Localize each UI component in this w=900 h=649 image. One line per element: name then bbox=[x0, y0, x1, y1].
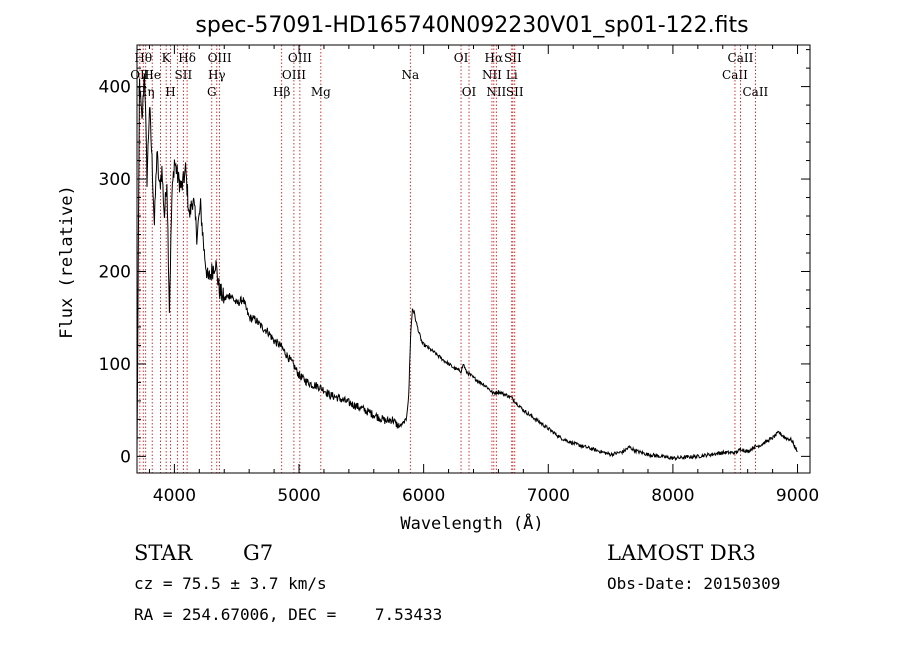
line-label: OI bbox=[454, 51, 469, 65]
x-tick-label: 7000 bbox=[527, 486, 570, 506]
y-tick-label: 300 bbox=[99, 170, 131, 190]
line-label: Hα bbox=[485, 51, 504, 65]
line-label: He bbox=[143, 68, 161, 82]
x-tick-label: 4000 bbox=[153, 486, 196, 506]
line-label: OI bbox=[462, 85, 477, 99]
line-label: OIII bbox=[208, 51, 232, 65]
line-label: SII bbox=[506, 85, 524, 99]
x-tick-label: 5000 bbox=[277, 486, 320, 506]
line-label: NII bbox=[486, 85, 506, 99]
object-class: STAR bbox=[134, 541, 193, 565]
line-label: CaII bbox=[728, 51, 754, 65]
line-label: NII bbox=[482, 68, 502, 82]
line-label: Na bbox=[401, 68, 419, 82]
line-label: Hβ bbox=[273, 85, 290, 99]
spectrum-series bbox=[136, 73, 798, 462]
observation-date: Obs-Date: 20150309 bbox=[607, 574, 780, 593]
line-label: K bbox=[162, 51, 172, 65]
x-axis-label: Wavelength (Å) bbox=[400, 512, 543, 534]
line-label: Hδ bbox=[178, 51, 196, 65]
plot-frame bbox=[136, 44, 811, 474]
line-label: H bbox=[165, 85, 175, 99]
x-axis: 4000 5000 6000 7000 8000 9000 bbox=[148, 45, 819, 506]
line-label: Mg bbox=[311, 85, 331, 99]
line-label: Hθ bbox=[134, 51, 152, 65]
line-label: G bbox=[207, 85, 217, 99]
y-axis-label: Flux (relative) bbox=[57, 185, 77, 339]
line-label: SII bbox=[504, 51, 522, 65]
line-label: OIII bbox=[282, 68, 306, 82]
y-tick-label: 0 bbox=[120, 447, 131, 467]
x-tick-label: 6000 bbox=[402, 486, 445, 506]
line-label: Hη bbox=[137, 85, 155, 99]
object-subclass: G7 bbox=[243, 541, 273, 565]
y-axis: 0 100 200 300 400 bbox=[99, 49, 810, 467]
line-label: SII bbox=[175, 68, 193, 82]
line-label: CaII bbox=[742, 85, 768, 99]
redshift-text: cz = 75.5 ± 3.7 km/s bbox=[134, 574, 327, 593]
y-tick-label: 400 bbox=[99, 78, 131, 98]
line-label: OIII bbox=[288, 51, 312, 65]
y-tick-label: 200 bbox=[99, 262, 131, 282]
x-tick-label: 9000 bbox=[776, 486, 819, 506]
line-label: Li bbox=[506, 68, 518, 82]
coordinates-text: RA = 254.67006, DEC = 7.53433 bbox=[134, 605, 442, 624]
spectral-line-markers: OIIHθHηHeKHSIIHδGHγOIIIHβOIIIOIIIMgNaOIO… bbox=[130, 45, 769, 473]
x-tick-label: 8000 bbox=[651, 486, 694, 506]
line-label: CaII bbox=[722, 68, 748, 82]
y-tick-label: 100 bbox=[99, 355, 131, 375]
line-label: Hγ bbox=[208, 68, 226, 82]
chart-title: spec-57091-HD165740N092230V01_sp01-122.f… bbox=[195, 13, 748, 38]
spectrum-line bbox=[136, 73, 798, 462]
survey-name: LAMOST DR3 bbox=[607, 541, 756, 565]
